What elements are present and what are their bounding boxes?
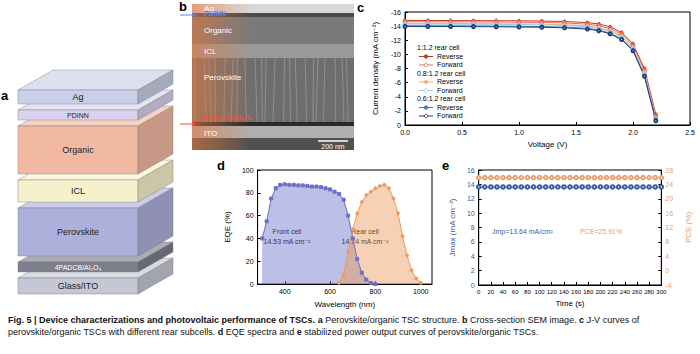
svg-text:14: 14: [467, 181, 475, 188]
svg-text:4: 4: [665, 253, 669, 260]
svg-text:140: 140: [559, 289, 570, 295]
svg-text:180: 180: [583, 289, 594, 295]
svg-text:-2: -2: [395, 107, 401, 114]
svg-text:Organic: Organic: [62, 145, 94, 155]
svg-text:200 nm: 200 nm: [321, 143, 345, 150]
svg-text:Forward: Forward: [437, 87, 463, 94]
svg-text:Jmp=13.64 mA/cm²: Jmp=13.64 mA/cm²: [492, 228, 554, 236]
svg-text:-12: -12: [391, 37, 401, 44]
svg-text:c: c: [357, 0, 364, 15]
svg-text:16: 16: [467, 167, 475, 174]
svg-text:260: 260: [632, 289, 643, 295]
html-text:Fig. 5 | Device characterizati: Fig. 5 | Device characterizations and ph…: [8, 315, 640, 337]
svg-text:PCE (%): PCE (%): [684, 212, 693, 243]
svg-text:-16: -16: [391, 9, 401, 16]
svg-text:Ag: Ag: [72, 92, 83, 102]
svg-text:0.0: 0.0: [400, 129, 410, 136]
svg-text:220: 220: [608, 289, 619, 295]
svg-text:d: d: [217, 158, 225, 173]
svg-text:0: 0: [477, 289, 481, 295]
svg-text:Perovskite: Perovskite: [204, 73, 242, 82]
svg-text:Reverse: Reverse: [437, 53, 463, 60]
svg-text:Jmax (mA cm⁻²): Jmax (mA cm⁻²): [448, 198, 457, 256]
svg-text:24: 24: [665, 181, 673, 188]
svg-text:Ag: Ag: [204, 4, 214, 13]
svg-text:240: 240: [620, 289, 631, 295]
svg-text:800: 800: [370, 288, 382, 295]
svg-text:20: 20: [488, 289, 495, 295]
svg-text:12: 12: [467, 195, 475, 202]
svg-text:1.0: 1.0: [514, 129, 524, 136]
svg-text:0: 0: [397, 122, 401, 129]
svg-text:4PADCB/Al₂O₃: 4PADCB/Al₂O₃: [204, 114, 253, 121]
svg-text:Current density (mA cm⁻²): Current density (mA cm⁻²): [371, 22, 380, 115]
svg-text:Wavelength (nm): Wavelength (nm): [314, 300, 375, 309]
svg-text:60: 60: [246, 212, 254, 219]
svg-text:160: 160: [571, 289, 582, 295]
svg-text:PDINN: PDINN: [204, 10, 226, 17]
svg-text:100: 100: [242, 167, 254, 174]
svg-text:e: e: [442, 158, 449, 173]
svg-text:ICL: ICL: [204, 47, 217, 56]
svg-text:200: 200: [595, 289, 606, 295]
svg-text:8: 8: [471, 224, 475, 231]
svg-text:Organic: Organic: [204, 26, 232, 35]
svg-text:0: 0: [471, 282, 475, 289]
svg-text:2: 2: [471, 267, 475, 274]
svg-text:280: 280: [644, 289, 655, 295]
svg-text:Reverse: Reverse: [437, 78, 463, 85]
svg-text:10: 10: [467, 210, 475, 217]
svg-text:PDINN: PDINN: [67, 112, 89, 119]
svg-text:28: 28: [665, 167, 673, 174]
svg-text:12: 12: [665, 224, 673, 231]
svg-text:600: 600: [324, 288, 336, 295]
svg-text:0.6:1.2 rear cell: 0.6:1.2 rear cell: [417, 95, 466, 102]
svg-text:Perovskite: Perovskite: [57, 227, 99, 237]
svg-text:60: 60: [512, 289, 519, 295]
svg-text:Voltage (V): Voltage (V): [528, 140, 568, 149]
svg-text:8: 8: [665, 238, 669, 245]
svg-text:EQE (%): EQE (%): [223, 211, 232, 243]
svg-text:2.5: 2.5: [685, 129, 695, 136]
svg-text:4: 4: [471, 253, 475, 260]
svg-text:b: b: [179, 0, 187, 14]
svg-text:Forward: Forward: [437, 112, 463, 119]
svg-text:40: 40: [500, 289, 507, 295]
svg-text:80: 80: [246, 189, 254, 196]
svg-text:2.0: 2.0: [628, 129, 638, 136]
svg-text:120: 120: [547, 289, 558, 295]
svg-text:Glass/ITO: Glass/ITO: [58, 281, 98, 291]
svg-text:0: 0: [665, 267, 669, 274]
svg-text:4PADCB/Al₂O₃: 4PADCB/Al₂O₃: [55, 264, 102, 271]
svg-text:300: 300: [656, 289, 667, 295]
svg-text:1.5: 1.5: [571, 129, 581, 136]
svg-text:ICL: ICL: [71, 186, 85, 196]
svg-text:ITO: ITO: [204, 129, 217, 138]
svg-text:100: 100: [535, 289, 546, 295]
svg-text:80: 80: [524, 289, 531, 295]
svg-text:-4: -4: [665, 282, 671, 289]
svg-text:0.8:1.2 rear cell: 0.8:1.2 rear cell: [417, 70, 466, 77]
svg-text:16: 16: [665, 210, 673, 217]
svg-text:-4: -4: [395, 93, 401, 100]
svg-text:Reverse: Reverse: [437, 104, 463, 111]
svg-text:400: 400: [279, 288, 291, 295]
svg-text:6: 6: [471, 238, 475, 245]
svg-text:-6: -6: [395, 79, 401, 86]
svg-text:Time (s): Time (s): [555, 299, 584, 308]
svg-text:0: 0: [250, 281, 254, 288]
svg-text:Forward: Forward: [437, 61, 463, 68]
svg-text:40: 40: [246, 235, 254, 242]
svg-text:-10: -10: [391, 51, 401, 58]
svg-text:0.5: 0.5: [457, 129, 467, 136]
svg-text:-14: -14: [391, 23, 401, 30]
svg-text:20: 20: [246, 258, 254, 265]
svg-text:1:1.2 rear cell: 1:1.2 rear cell: [417, 44, 460, 51]
svg-text:PCE=25.91%: PCE=25.91%: [580, 228, 622, 235]
svg-text:1000: 1000: [413, 288, 429, 295]
svg-text:-8: -8: [395, 65, 401, 72]
svg-text:20: 20: [665, 195, 673, 202]
svg-text:a: a: [1, 88, 9, 103]
